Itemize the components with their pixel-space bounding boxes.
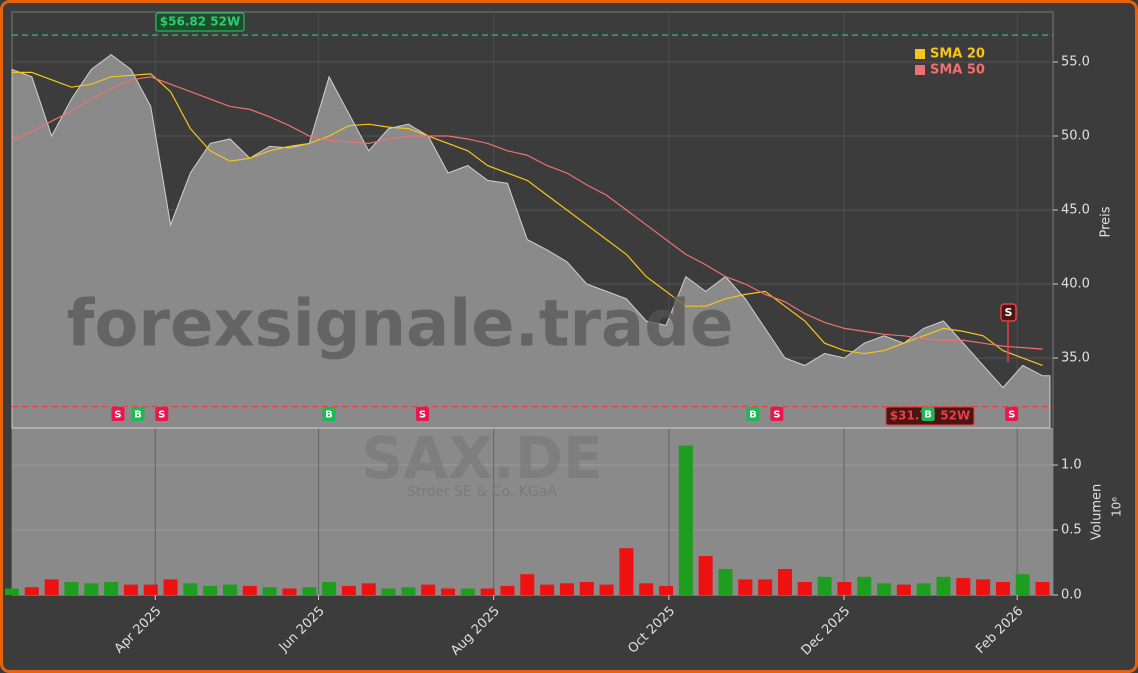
- volume-bar: [143, 584, 158, 595]
- signal-label: B: [325, 410, 333, 421]
- legend-label: SMA 50: [930, 63, 985, 78]
- signal-label: B: [134, 410, 142, 421]
- volume-bar: [24, 587, 39, 595]
- volume-bar: [421, 584, 436, 595]
- signal-badge: [1005, 407, 1019, 421]
- signal-label: S: [114, 410, 121, 421]
- signal-badge: [111, 407, 125, 421]
- volume-bar: [916, 583, 931, 595]
- volume-bar: [183, 583, 198, 595]
- y-tick-label: 50.0: [1061, 129, 1090, 144]
- volume-bar: [579, 582, 594, 595]
- signal-badge: [921, 407, 935, 421]
- volume-bar: [203, 585, 218, 595]
- volume-bar: [322, 582, 337, 595]
- volume-bar: [302, 587, 317, 595]
- volume-bar: [262, 587, 277, 595]
- volume-bar: [242, 585, 257, 595]
- y2-tick-label: 1.0: [1061, 458, 1082, 473]
- volume-panel: [12, 428, 1053, 595]
- volume-bar: [718, 569, 733, 595]
- legend-swatch: [915, 49, 925, 59]
- volume-bar: [956, 578, 971, 595]
- signal-badge: [322, 407, 336, 421]
- volume-bar: [976, 579, 991, 595]
- legend-label: SMA 20: [930, 47, 985, 62]
- volume-bar: [777, 569, 792, 595]
- volume-bar: [857, 576, 872, 595]
- volume-bar: [1015, 574, 1030, 595]
- y-axis-label: Preis: [1099, 206, 1114, 237]
- volume-bar: [123, 584, 138, 595]
- signal-badge: [746, 407, 760, 421]
- y2-tick-label: 0.5: [1061, 523, 1082, 538]
- volume-bar: [758, 579, 773, 595]
- volume-bar: [678, 445, 693, 595]
- legend-swatch: [915, 65, 925, 75]
- y-tick-label: 55.0: [1061, 55, 1090, 70]
- y-tick-label: 40.0: [1061, 277, 1090, 292]
- y2-axis-label: Volumen: [1090, 484, 1105, 541]
- volume-bar: [5, 588, 19, 595]
- volume-bar: [64, 582, 79, 595]
- signal-badge: [155, 407, 169, 421]
- level-text: $56.82 52W: [160, 15, 240, 29]
- level-label: $56.82 52W: [155, 12, 245, 32]
- volume-bar: [520, 574, 535, 595]
- volume-bar: [282, 588, 297, 595]
- volume-bar: [361, 583, 376, 595]
- signal-badge: [416, 407, 430, 421]
- volume-bar: [104, 582, 119, 595]
- volume-bar: [698, 556, 713, 595]
- volume-bar: [837, 582, 852, 595]
- latest-signal: S: [1005, 306, 1013, 319]
- volume-bar: [877, 583, 892, 595]
- volume-bar: [460, 588, 475, 595]
- signal-badge: [131, 407, 145, 421]
- volume-bar: [500, 585, 515, 595]
- volume-bar: [84, 583, 99, 595]
- y2-exponent: 10⁶: [1110, 497, 1124, 517]
- label-box: [155, 12, 245, 32]
- volume-bar: [896, 584, 911, 595]
- volume-bar: [995, 582, 1010, 595]
- volume-bar: [738, 579, 753, 595]
- price-area: [11, 53, 1051, 429]
- volume-bar: [797, 582, 812, 595]
- volume-bar: [381, 588, 396, 595]
- y-tick-label: 35.0: [1061, 351, 1090, 366]
- volume-bar: [401, 587, 416, 595]
- company-watermark: Ströer SE & Co. KGaA: [407, 484, 557, 500]
- sma-line: [12, 71, 1043, 366]
- volume-bar: [817, 576, 832, 595]
- volume-bar: [163, 579, 178, 595]
- y2-tick-label: 0.0: [1061, 588, 1082, 603]
- volume-bar: [659, 585, 674, 595]
- volume-bar: [223, 584, 238, 595]
- signal-label: S: [773, 410, 780, 421]
- volume-bar: [1035, 582, 1050, 595]
- volume-bar: [619, 548, 634, 595]
- volume-bar: [639, 583, 654, 595]
- signal-label: B: [749, 410, 757, 421]
- volume-bar: [341, 585, 356, 595]
- volume-bar: [599, 584, 614, 595]
- signal-label: B: [924, 410, 932, 421]
- volume-bar: [44, 579, 59, 595]
- sma-line: [11, 76, 1043, 350]
- watermark: forexsignale.trade: [67, 288, 734, 362]
- y-tick-label: 45.0: [1061, 203, 1090, 218]
- latest-signal-box: [1000, 303, 1017, 322]
- volume-bar: [441, 588, 456, 595]
- symbol-watermark: SAX.DE: [361, 424, 602, 492]
- volume-bar: [480, 588, 495, 595]
- signal-badge: [770, 407, 784, 421]
- signal-label: S: [419, 410, 426, 421]
- volume-bar: [540, 584, 555, 595]
- volume-bar: [559, 583, 574, 595]
- volume-bar: [936, 576, 951, 595]
- signal-label: S: [158, 410, 165, 421]
- signal-label: S: [1008, 410, 1015, 421]
